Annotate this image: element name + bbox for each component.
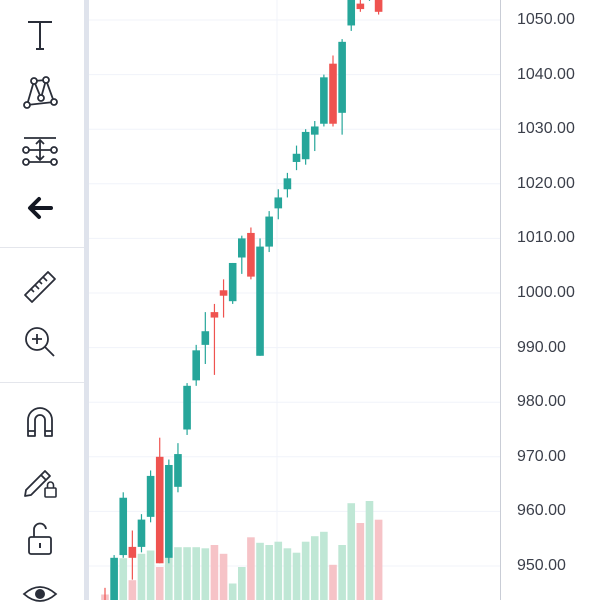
hide-tool-button[interactable] — [16, 572, 64, 616]
volume-bar — [119, 558, 128, 600]
volume-bar — [374, 519, 383, 600]
volume-bar — [301, 541, 310, 600]
magnet-icon — [27, 407, 53, 437]
xabcd-pattern-icon — [23, 76, 58, 109]
candle-body — [119, 497, 128, 556]
candle-body — [137, 519, 146, 547]
chart-pane[interactable] — [89, 0, 500, 616]
price-label: 970.00 — [517, 447, 566, 465]
zoom-in-tool-button[interactable] — [16, 320, 64, 364]
candle-body — [283, 178, 292, 190]
candle-body — [274, 197, 283, 209]
candle-body — [292, 153, 301, 162]
candle-body — [110, 557, 118, 605]
volume-bar — [192, 547, 200, 600]
volume-bar — [155, 567, 164, 600]
magnet-tool-button[interactable] — [16, 400, 64, 444]
candle-body — [228, 262, 237, 302]
eye-icon — [22, 586, 58, 602]
candle-body — [155, 456, 164, 564]
volume-bar — [292, 552, 301, 600]
candle-body — [265, 216, 273, 247]
price-label: 960.00 — [517, 502, 566, 520]
price-label: 1000.00 — [517, 284, 575, 301]
candle-body — [165, 464, 173, 558]
ruler-icon — [24, 271, 56, 303]
volume-bar — [183, 547, 191, 600]
price-label: 1010.00 — [517, 229, 575, 247]
candle-body — [347, 0, 356, 26]
text-t-icon — [28, 21, 52, 50]
volume-bar — [310, 536, 319, 600]
unlock-icon — [28, 522, 52, 555]
candlestick-chart — [89, 0, 500, 616]
lock-all-tool-button[interactable] — [16, 516, 64, 560]
candle-body — [374, 0, 383, 12]
candle-body — [301, 131, 310, 160]
ruler-tool-button[interactable] — [16, 265, 64, 309]
volume-bar — [265, 545, 273, 600]
candle-body — [238, 238, 246, 258]
volume-bar — [329, 564, 337, 600]
pattern-tool-button[interactable] — [16, 70, 64, 114]
candle-body — [174, 454, 182, 487]
arrow-left-icon — [28, 197, 53, 219]
volume-bar — [283, 548, 292, 600]
drawing-toolbar — [0, 0, 84, 602]
volume-bar — [228, 583, 237, 600]
volume-bar — [320, 531, 328, 600]
zoom-in-icon — [25, 327, 55, 357]
candle-body — [219, 290, 228, 296]
candle-body — [128, 546, 137, 558]
volume-bar — [274, 541, 283, 600]
candle-body — [310, 126, 319, 135]
volume-bar — [365, 501, 374, 600]
candle-body — [320, 77, 328, 124]
price-label: 950.00 — [517, 557, 566, 574]
toolbar-divider — [0, 247, 84, 248]
candle-body — [183, 385, 191, 430]
volume-bar — [256, 542, 264, 600]
volume-bar — [146, 550, 155, 600]
candle-body — [338, 41, 346, 113]
volume-bar — [201, 548, 210, 600]
volume-bar — [210, 545, 219, 600]
price-label: 980.00 — [517, 393, 566, 411]
volume-bar — [137, 553, 146, 600]
lock-drawings-tool-button[interactable] — [16, 458, 64, 502]
toolbar-edge — [84, 0, 89, 600]
text-tool-button[interactable] — [16, 13, 64, 57]
price-label: 990.00 — [517, 338, 566, 356]
back-button[interactable] — [16, 186, 64, 230]
price-label: 1050.00 — [517, 11, 575, 28]
volume-bar — [347, 503, 356, 600]
volume-bar — [247, 537, 255, 600]
volume-bar — [356, 523, 365, 600]
price-label: 1040.00 — [517, 65, 575, 83]
candle-body — [256, 246, 264, 356]
volume-bar — [128, 580, 137, 600]
volume-bar — [338, 545, 346, 600]
price-label: 1020.00 — [517, 174, 575, 192]
pencil-lock-icon — [24, 470, 57, 498]
price-axis[interactable]: 1050.00 1040.00 1030.00 1020.00 1010.00 … — [500, 0, 600, 600]
candle-body — [192, 350, 200, 381]
volume-bar — [219, 553, 228, 600]
fib-levels-icon — [22, 137, 58, 166]
fib-levels-tool-button[interactable] — [16, 128, 64, 172]
candle-body — [247, 232, 255, 277]
candle-body — [329, 63, 337, 124]
candle-body — [201, 331, 210, 345]
volume-bar — [174, 547, 182, 600]
price-label: 1030.00 — [517, 120, 575, 138]
candle-body — [210, 312, 219, 318]
candle-body — [356, 3, 365, 10]
volume-bar — [238, 567, 246, 600]
volume-bar — [165, 552, 173, 600]
toolbar-divider — [0, 382, 84, 383]
candle-body — [146, 475, 155, 517]
